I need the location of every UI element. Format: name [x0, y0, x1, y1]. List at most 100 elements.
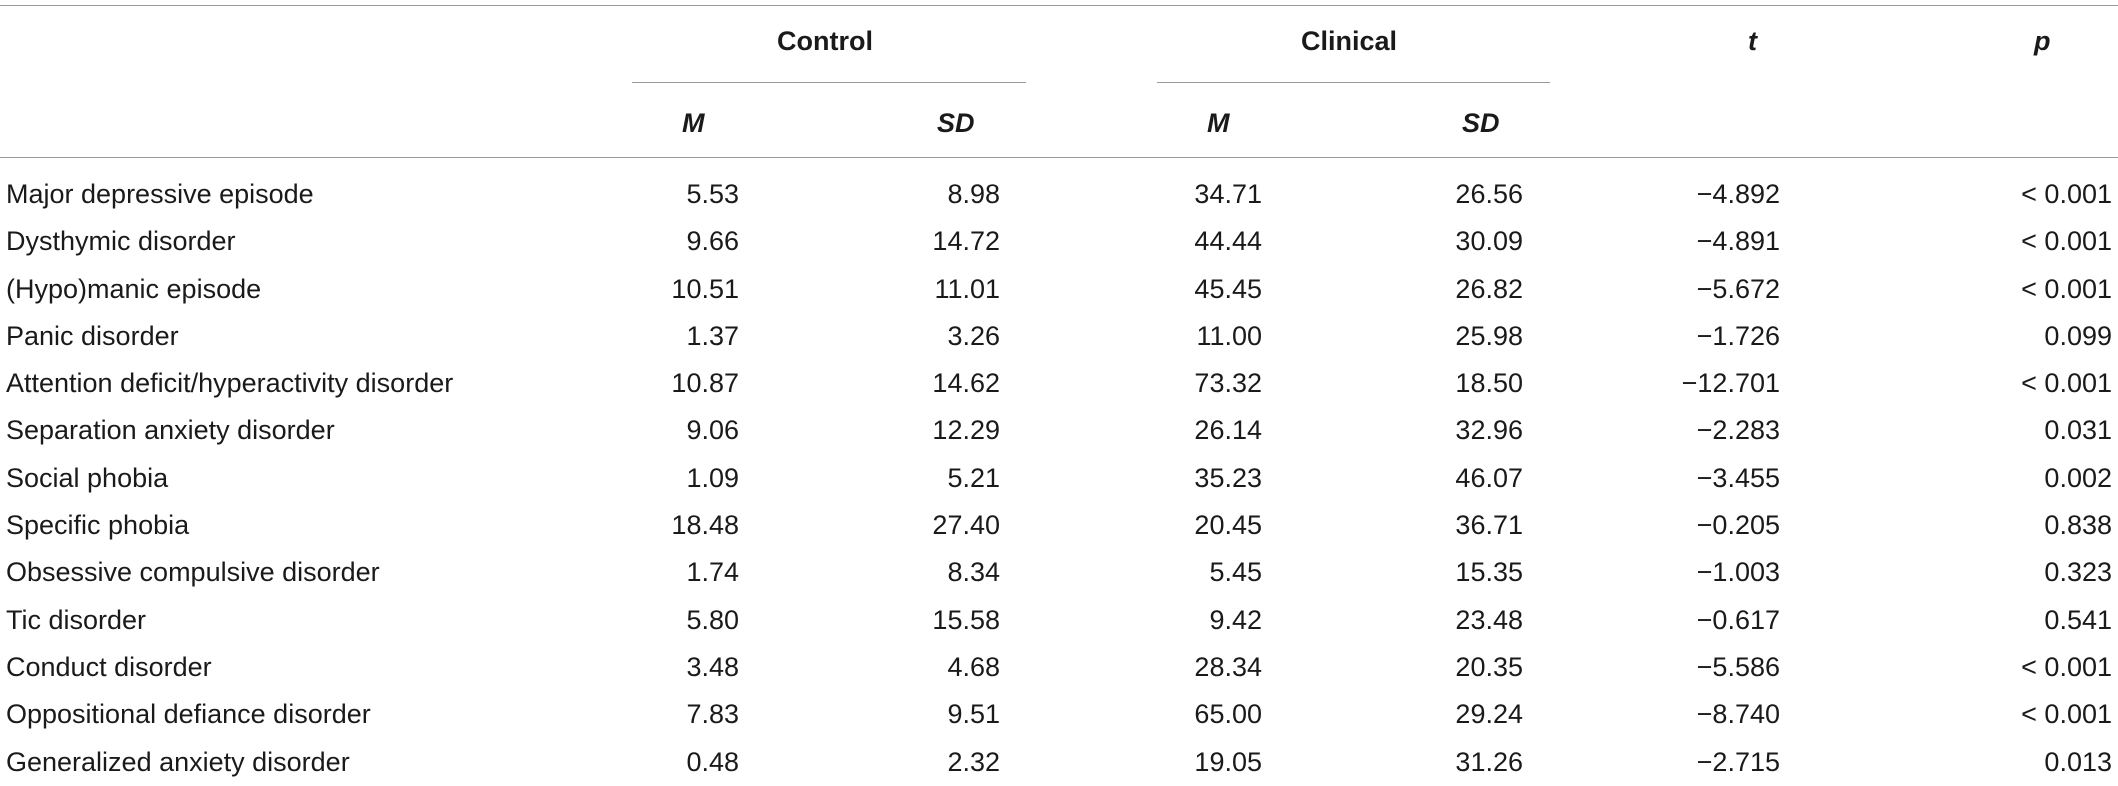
p-cell: 0.323	[2044, 557, 2112, 588]
t-cell: −1.003	[1696, 557, 1780, 588]
header-clinical: Clinical	[1301, 26, 1398, 56]
clinical-m-cell: 20.45	[1194, 510, 1262, 541]
control-sd-cell: 12.29	[932, 415, 1000, 446]
control-m-cell: 1.09	[686, 462, 739, 493]
row-label: Conduct disorder	[6, 651, 212, 682]
p-cell: 0.002	[2044, 462, 2112, 493]
table-row: Obsessive compulsive disorder 1.74 8.34 5.4…	[0, 549, 2118, 596]
clinical-sd-cell: 26.82	[1455, 273, 1523, 304]
t-cell: −12.701	[1681, 368, 1780, 399]
clinical-sd-cell: 26.56	[1455, 179, 1523, 209]
table-row: (Hypo)manic episode 10.51 11.01 45.45 26.82 −…	[0, 266, 2118, 313]
control-m-cell: 0.48	[686, 746, 739, 777]
row-label: Tic disorder	[6, 604, 147, 635]
table-row: Panic disorder 1.37 3.26 11.00 25.98 −1.726 0.…	[0, 313, 2118, 360]
clinical-m-cell: 35.23	[1194, 462, 1262, 493]
row-label: Social phobia	[6, 462, 169, 493]
clinical-m-cell: 19.05	[1194, 746, 1262, 777]
clinical-group-rule	[1157, 82, 1550, 83]
control-m-cell: 10.51	[671, 273, 739, 304]
t-cell: −5.586	[1696, 651, 1780, 682]
control-sd-cell: 4.68	[947, 651, 1000, 682]
table-row: Conduct disorder 3.48 4.68 28.34 20.35 −5.586…	[0, 644, 2118, 691]
subheader-control-m: M	[682, 108, 705, 138]
p-cell: < 0.001	[2021, 368, 2112, 399]
clinical-sd-cell: 25.98	[1455, 320, 1523, 351]
p-cell: 0.838	[2044, 510, 2112, 541]
table-row: Separation anxiety disorder 9.06 12.29 26.1…	[0, 407, 2118, 454]
row-label: Generalized anxiety disorder	[6, 746, 350, 777]
clinical-sd-cell: 46.07	[1455, 462, 1523, 493]
p-cell: 0.031	[2044, 415, 2112, 446]
row-label: Dysthymic disorder	[6, 226, 236, 257]
control-sd-cell: 11.01	[934, 273, 1000, 304]
t-cell: −0.617	[1696, 604, 1780, 635]
clinical-sd-cell: 18.50	[1455, 368, 1523, 399]
header-p: p	[2034, 26, 2051, 56]
subheader-clinical-sd: SD	[1462, 108, 1500, 138]
p-cell: < 0.001	[2021, 699, 2112, 730]
t-cell: −0.205	[1696, 510, 1780, 541]
table-body: Major depressive episode 5.53 8.98 34.71 26.…	[0, 171, 2118, 786]
table-top-rule	[0, 5, 2118, 6]
control-sd-cell: 2.32	[947, 746, 1000, 777]
clinical-m-cell: 26.14	[1194, 415, 1262, 446]
clinical-m-cell: 9.42	[1209, 604, 1262, 635]
control-sd-cell: 27.40	[932, 510, 1000, 541]
clinical-m-cell: 34.71	[1194, 179, 1262, 209]
control-m-cell: 18.48	[671, 510, 739, 541]
row-label: Attention deficit/hyperactivity disorder	[6, 368, 454, 399]
t-cell: −2.283	[1696, 415, 1780, 446]
control-sd-cell: 14.62	[932, 368, 1000, 399]
table-row: Dysthymic disorder 9.66 14.72 44.44 30.09 −4.…	[0, 218, 2118, 265]
clinical-sd-cell: 20.35	[1455, 651, 1523, 682]
p-cell: < 0.001	[2021, 179, 2112, 209]
table-row: Specific phobia 18.48 27.40 20.45 36.71 −0.20…	[0, 502, 2118, 549]
control-m-cell: 1.74	[686, 557, 739, 588]
header-bottom-rule	[0, 157, 2118, 158]
t-cell: −5.672	[1696, 273, 1780, 304]
table-row: Attention deficit/hyperactivity disorder…	[0, 360, 2118, 407]
control-m-cell: 10.87	[671, 368, 739, 399]
p-cell: < 0.001	[2021, 273, 2112, 304]
control-sd-cell: 8.34	[947, 557, 1000, 588]
control-group-rule	[632, 82, 1026, 83]
control-sd-cell: 15.58	[932, 604, 1000, 635]
table-row: Tic disorder 5.80 15.58 9.42 23.48 −0.617 0.54…	[0, 597, 2118, 644]
clinical-sd-cell: 23.48	[1455, 604, 1523, 635]
table-row: Social phobia 1.09 5.21 35.23 46.07 −3.455 0.0…	[0, 455, 2118, 502]
clinical-m-cell: 44.44	[1194, 226, 1262, 257]
clinical-sd-cell: 31.26	[1455, 746, 1523, 777]
control-m-cell: 1.37	[686, 320, 739, 351]
clinical-m-cell: 11.00	[1196, 320, 1262, 351]
table-row: Oppositional defiance disorder 7.83 9.51 65…	[0, 691, 2118, 738]
clinical-sd-cell: 36.71	[1455, 510, 1523, 541]
p-cell: 0.541	[2044, 604, 2112, 635]
clinical-sd-cell: 29.24	[1455, 699, 1523, 730]
control-sd-cell: 8.98	[947, 179, 1000, 209]
control-sd-cell: 14.72	[932, 226, 1000, 257]
table-row: Generalized anxiety disorder 0.48 2.32 19.0…	[0, 739, 2118, 786]
control-m-cell: 9.06	[686, 415, 739, 446]
subheader-control-sd: SD	[937, 108, 975, 138]
table-row: Major depressive episode 5.53 8.98 34.71 26.…	[0, 171, 2118, 218]
clinical-m-cell: 73.32	[1194, 368, 1262, 399]
control-m-cell: 5.53	[686, 179, 739, 209]
p-cell: < 0.001	[2021, 651, 2112, 682]
control-sd-cell: 3.26	[947, 320, 1000, 351]
clinical-sd-cell: 15.35	[1455, 557, 1523, 588]
control-m-cell: 9.66	[686, 226, 739, 257]
clinical-m-cell: 45.45	[1194, 273, 1262, 304]
control-m-cell: 5.80	[686, 604, 739, 635]
p-cell: 0.099	[2044, 320, 2112, 351]
row-label: Specific phobia	[6, 510, 190, 541]
clinical-m-cell: 5.45	[1209, 557, 1262, 588]
t-cell: −3.455	[1696, 462, 1780, 493]
p-cell: 0.013	[2044, 746, 2112, 777]
subheader-clinical-m: M	[1207, 108, 1230, 138]
clinical-m-cell: 65.00	[1194, 699, 1262, 730]
row-label: Oppositional defiance disorder	[6, 699, 371, 730]
control-sd-cell: 5.21	[947, 462, 1000, 493]
header-t: t	[1748, 26, 1757, 56]
t-cell: −1.726	[1696, 320, 1780, 351]
